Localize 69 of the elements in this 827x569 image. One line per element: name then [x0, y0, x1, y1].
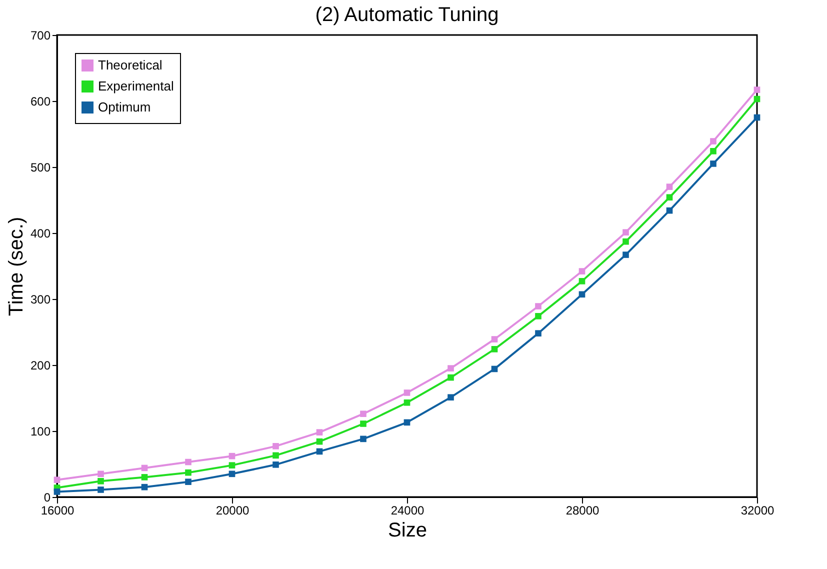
point [98, 470, 104, 478]
y-axis-title: Time (sec.) [5, 216, 28, 316]
chart-title: (2) Automatic Tuning [315, 4, 499, 26]
y-tick-label: 400 [30, 226, 51, 240]
legend-label: Theoretical [98, 58, 162, 72]
y-tick-label: 500 [30, 160, 51, 174]
point [98, 478, 104, 484]
point [491, 346, 498, 352]
point [754, 96, 760, 102]
y-tick-label: 700 [30, 28, 51, 42]
point [578, 268, 586, 274]
point [535, 313, 542, 320]
point [185, 469, 192, 476]
x-tick-label: 32000 [740, 504, 775, 518]
point [754, 86, 760, 93]
point [98, 486, 104, 493]
point [535, 330, 542, 336]
x-axis-title: Size [388, 520, 427, 542]
y-tick-label: 100 [30, 424, 51, 438]
point [535, 303, 542, 310]
point [316, 429, 323, 436]
point [404, 419, 410, 426]
point [666, 194, 673, 201]
point [448, 365, 454, 372]
point [710, 148, 716, 154]
point [360, 410, 366, 418]
point [666, 207, 673, 214]
y-tick-label: 0 [44, 490, 51, 504]
legend-label: Experimental [98, 78, 174, 94]
y-tick-label: 600 [30, 94, 51, 108]
point [54, 488, 60, 495]
y-tick-label: 300 [30, 292, 51, 306]
point [754, 114, 760, 121]
point [141, 484, 148, 490]
point [448, 374, 454, 381]
point [360, 420, 366, 427]
point [316, 448, 323, 455]
point [622, 229, 629, 236]
x-tick-label: 24000 [390, 504, 425, 518]
point [316, 438, 323, 445]
point [228, 470, 236, 478]
point [710, 138, 716, 144]
point [404, 390, 410, 396]
point [622, 252, 629, 258]
point [491, 336, 498, 342]
point [360, 436, 366, 442]
point [185, 458, 192, 466]
x-tick-label: 20000 [216, 504, 250, 518]
point [141, 464, 148, 472]
point [141, 474, 148, 480]
point [272, 452, 279, 459]
point [710, 160, 716, 167]
point [448, 394, 454, 401]
point [228, 452, 236, 460]
point [272, 462, 279, 468]
point [185, 478, 192, 485]
point [666, 184, 673, 190]
point [622, 238, 629, 245]
point [54, 476, 60, 484]
x-tick-label: 16000 [40, 504, 75, 518]
point [578, 278, 586, 284]
y-tick-label: 200 [30, 358, 51, 372]
x-tick-label: 28000 [566, 504, 600, 518]
point [491, 366, 498, 372]
point [404, 399, 410, 406]
point [228, 462, 236, 468]
point [578, 291, 586, 298]
legend-label: Optimum [98, 100, 151, 114]
point [272, 443, 279, 450]
